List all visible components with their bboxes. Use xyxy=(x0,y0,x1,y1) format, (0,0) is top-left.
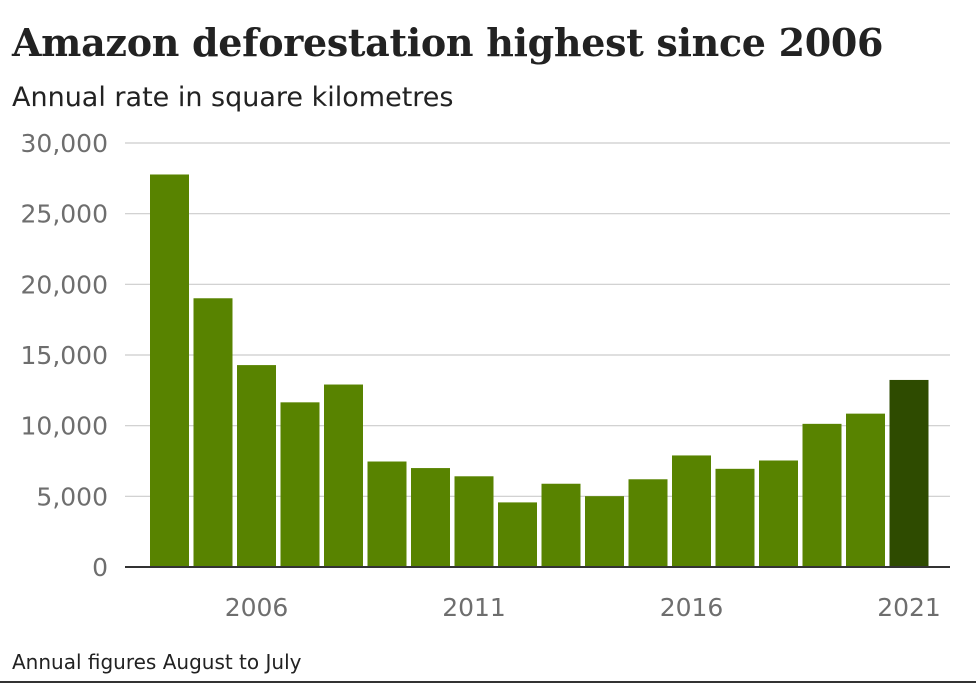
bar xyxy=(411,468,450,567)
bar-chart: 0 5,000 10,000 15,000 20,000 25,000 30,000 2006… xyxy=(21,129,950,622)
y-tick-label: 0 xyxy=(92,553,108,582)
chart-footnote: Annual figures August to July xyxy=(12,650,302,674)
footer-divider xyxy=(0,681,976,683)
x-tick-label: 2011 xyxy=(442,593,506,622)
bar xyxy=(454,476,494,567)
bar xyxy=(846,413,885,567)
bar xyxy=(802,423,842,567)
bar xyxy=(237,365,276,567)
x-tick-label: 2016 xyxy=(660,593,724,622)
bar xyxy=(498,502,537,567)
y-tick-label: 30,000 xyxy=(21,129,108,158)
y-tick-label: 25,000 xyxy=(21,200,108,229)
tick-labels: 0 5,000 10,000 15,000 20,000 25,000 30,000 2006… xyxy=(21,129,941,622)
chart-title: Amazon deforestation highest since 2006 xyxy=(12,20,884,65)
bar xyxy=(889,379,929,567)
bar xyxy=(672,455,711,567)
bar xyxy=(324,384,363,567)
bar xyxy=(628,479,668,567)
bars xyxy=(150,174,929,567)
bar xyxy=(150,174,189,567)
bar xyxy=(585,496,624,567)
bar xyxy=(759,460,798,567)
y-tick-label: 20,000 xyxy=(21,270,108,299)
bar xyxy=(715,468,755,567)
bar xyxy=(367,461,407,567)
y-tick-label: 15,000 xyxy=(21,341,108,370)
y-tick-label: 5,000 xyxy=(36,482,108,511)
bar xyxy=(193,298,233,567)
x-tick-label: 2006 xyxy=(225,593,289,622)
bar xyxy=(541,483,581,567)
bar xyxy=(280,402,320,567)
chart-subtitle: Annual rate in square kilometres xyxy=(12,82,454,113)
x-tick-label: 2021 xyxy=(877,593,941,622)
y-tick-label: 10,000 xyxy=(21,412,108,441)
